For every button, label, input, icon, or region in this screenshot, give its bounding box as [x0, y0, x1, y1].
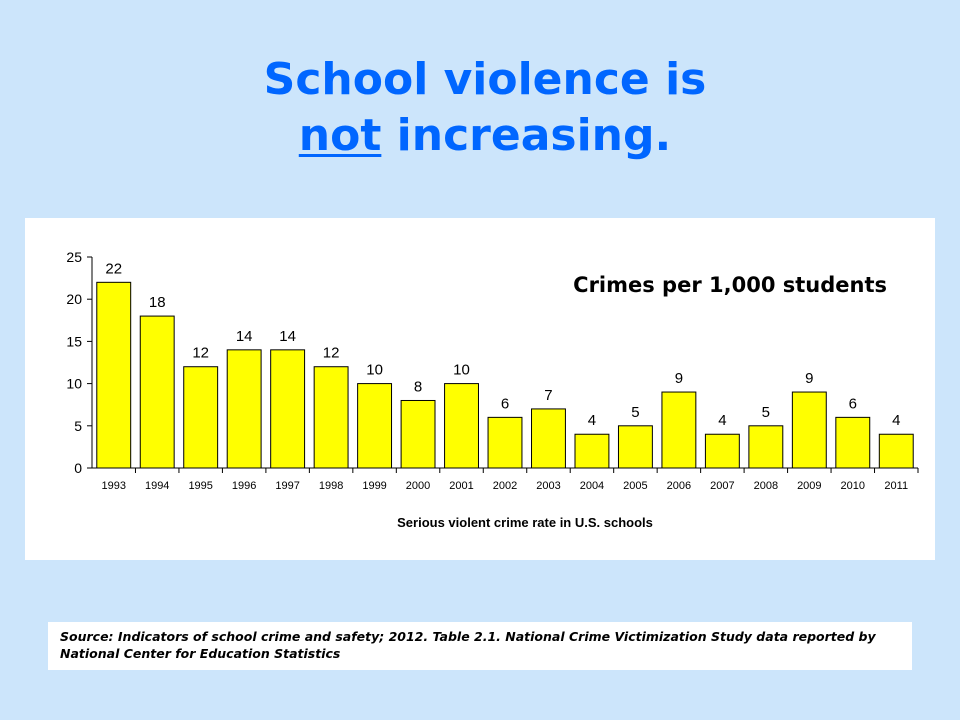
data-label: 12 — [192, 345, 209, 362]
bar — [704, 433, 740, 469]
bar — [878, 433, 914, 469]
title-line-2: not increasing. — [0, 108, 960, 164]
x-tick-label: 1994 — [145, 480, 169, 492]
bar — [226, 349, 262, 469]
y-tick-label: 25 — [66, 249, 82, 265]
data-label: 18 — [149, 294, 166, 311]
bar — [270, 349, 306, 469]
data-label: 22 — [105, 260, 122, 277]
y-tick-label: 15 — [66, 333, 82, 349]
x-tick-label: 1999 — [362, 480, 386, 492]
x-axis-title: Serious violent crime rate in U.S. schoo… — [397, 515, 653, 530]
data-label: 10 — [366, 362, 383, 379]
data-label: 4 — [892, 412, 900, 429]
x-tick-label: 1993 — [101, 480, 125, 492]
x-tick-label: 2010 — [841, 480, 865, 492]
data-label: 5 — [631, 404, 639, 421]
bar — [444, 383, 479, 469]
bar — [617, 425, 653, 469]
x-tick-label: 2003 — [536, 480, 560, 492]
data-label: 7 — [544, 387, 552, 404]
data-label: 6 — [849, 395, 857, 412]
data-label: 10 — [453, 362, 470, 379]
chart-title: Crimes per 1,000 students — [573, 273, 887, 297]
bar — [748, 425, 784, 469]
data-label: 5 — [762, 404, 770, 421]
bar — [531, 408, 566, 469]
data-label: 9 — [805, 370, 813, 387]
y-tick-label: 0 — [74, 460, 82, 476]
bar — [661, 391, 697, 469]
title-emphasis-not: not — [298, 110, 382, 161]
bar — [400, 399, 436, 469]
data-label: 6 — [501, 395, 509, 412]
data-label: 4 — [718, 412, 726, 429]
data-label: 4 — [588, 412, 596, 429]
y-tick-label: 5 — [74, 418, 82, 434]
y-tick-label: 10 — [66, 376, 82, 392]
bar — [139, 315, 175, 469]
x-tick-label: 2009 — [797, 480, 821, 492]
bar — [357, 383, 393, 469]
x-tick-label: 1998 — [319, 480, 343, 492]
x-tick-label: 1995 — [188, 480, 212, 492]
source-note: Source: Indicators of school crime and s… — [48, 622, 912, 670]
bar — [487, 416, 523, 469]
x-tick-label: 2006 — [667, 480, 691, 492]
data-label: 12 — [323, 345, 340, 362]
data-label: 14 — [279, 328, 296, 345]
bar — [96, 281, 132, 469]
title-line-2-rest: increasing. — [381, 110, 672, 161]
x-tick-label: 2005 — [623, 480, 647, 492]
bar — [791, 391, 827, 469]
x-tick-label: 2011 — [884, 480, 908, 492]
slide-title: School violence is not increasing. — [0, 52, 960, 164]
x-tick-label: 2007 — [710, 480, 734, 492]
bar — [183, 366, 219, 469]
y-tick-label: 20 — [66, 291, 82, 307]
bar — [313, 366, 349, 469]
data-label: 8 — [414, 378, 422, 395]
data-label: 14 — [236, 328, 253, 345]
bar — [835, 416, 871, 469]
x-tick-label: 2002 — [493, 480, 517, 492]
data-label: 9 — [675, 370, 683, 387]
title-line-1: School violence is — [263, 54, 707, 105]
x-tick-label: 1997 — [275, 480, 299, 492]
bar — [574, 433, 610, 469]
x-tick-label: 1996 — [232, 480, 256, 492]
x-tick-label: 2004 — [580, 480, 604, 492]
x-tick-label: 2008 — [754, 480, 778, 492]
chart-panel: 0 5 10 15 20 25 1993 22 1994 18 1995 12 1996 14 1997 14… — [25, 218, 935, 560]
bar-chart: 0 5 10 15 20 25 1993 22 1994 18 1995 12 1996 14 1997 14… — [66, 249, 919, 530]
x-tick-label: 2000 — [406, 480, 430, 492]
x-tick-label: 2001 — [449, 480, 473, 492]
